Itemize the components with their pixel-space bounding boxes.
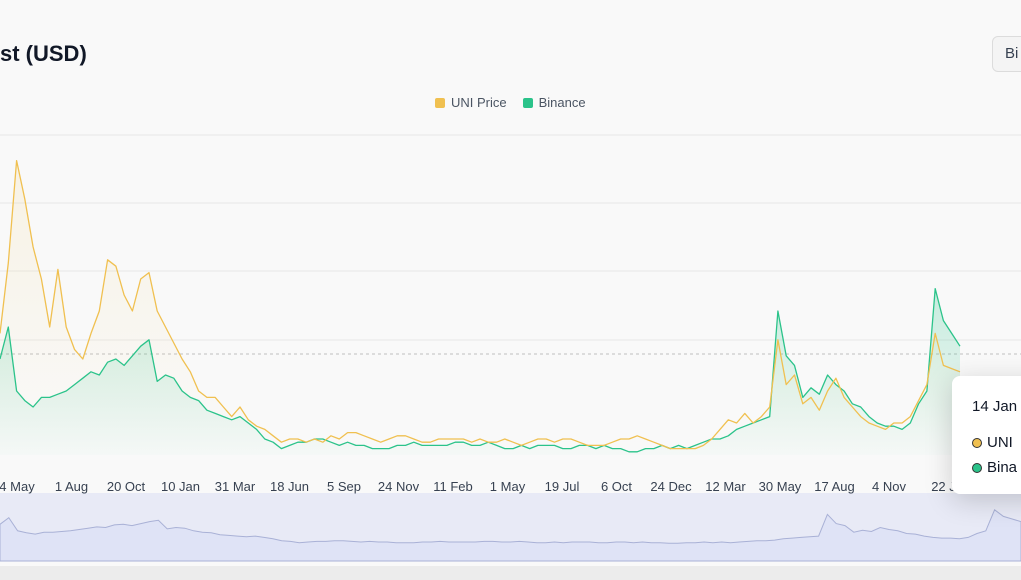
legend-label-binance: Binance xyxy=(538,95,586,110)
x-tick-label: 1 Aug xyxy=(55,479,88,494)
x-tick-label: 20 Oct xyxy=(107,479,146,494)
chart-title: st (USD) xyxy=(0,41,87,66)
x-tick-label: 5 Sep xyxy=(327,479,361,494)
x-tick-label: 22 J xyxy=(931,479,956,494)
chart-legend: UNI Price Binance xyxy=(435,95,586,110)
legend-swatch-binance xyxy=(522,97,533,108)
footer-strip xyxy=(0,566,1021,580)
x-tick-label: 24 Nov xyxy=(378,479,420,494)
x-tick-label: 4 May xyxy=(0,479,35,494)
legend-item-binance[interactable]: Binance xyxy=(522,95,586,110)
tooltip-label-uni: UNI xyxy=(987,434,1013,451)
tooltip-date: 14 Jan xyxy=(972,398,1018,415)
x-tick-label: 17 Aug xyxy=(814,479,855,494)
x-tick-label: 31 Mar xyxy=(215,479,256,494)
tooltip-dot-binance xyxy=(972,462,982,473)
uni-price-series-line xyxy=(0,159,961,450)
tooltip-label-binance: Bina xyxy=(987,459,1018,476)
x-tick-label: 30 May xyxy=(759,479,802,494)
price-chart[interactable]: 4 May 1 Aug 20 Oct 10 Jan 31 Mar 18 Jun 5 Sep 2… xyxy=(0,0,1021,566)
exchange-select-button[interactable]: Bi xyxy=(992,36,1021,72)
tooltip-dot-uni xyxy=(972,437,982,448)
uni-price-area xyxy=(0,160,960,455)
legend-swatch-uni xyxy=(435,97,445,108)
legend-label-uni-price: UNI Price xyxy=(451,95,507,110)
x-tick-label: 12 Mar xyxy=(705,479,746,494)
legend-item-uni-price[interactable]: UNI Price xyxy=(435,95,507,110)
x-tick-label: 4 Nov xyxy=(872,479,906,494)
x-tick-label: 10 Jan xyxy=(161,479,200,494)
navigator-area xyxy=(0,509,1021,562)
x-tick-label: 1 May xyxy=(490,479,526,494)
chart-tooltip: 14 Jan UNI Bina xyxy=(952,376,1021,494)
x-tick-label: 19 Jul xyxy=(545,479,580,494)
x-tick-label: 18 Jun xyxy=(270,479,309,494)
binance-series-line xyxy=(0,287,961,453)
x-tick-label: 24 Dec xyxy=(650,479,692,494)
tooltip-row-uni: UNI xyxy=(972,434,1013,451)
tooltip-row-binance: Bina xyxy=(972,459,1017,476)
x-tick-label: 6 Oct xyxy=(601,479,632,494)
x-tick-label: 11 Feb xyxy=(433,479,473,494)
